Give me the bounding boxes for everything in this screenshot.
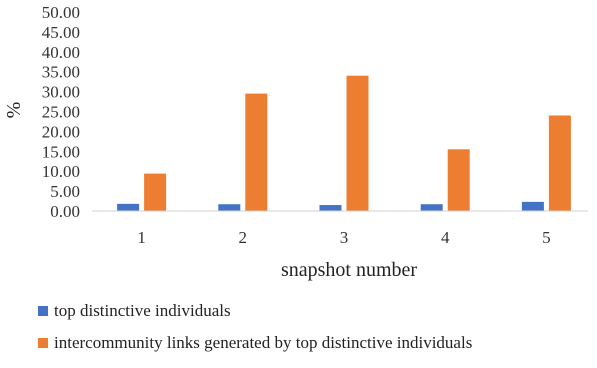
- legend-label: top distinctive individuals: [54, 301, 231, 320]
- y-tick-label: 40.00: [42, 43, 80, 62]
- bar-series-2-cat-4: [447, 149, 470, 211]
- legend-item-top-distinctive: top distinctive individuals: [38, 300, 472, 322]
- legend-label: intercommunity links generated by top di…: [54, 333, 473, 352]
- bar-series-2-cat-5: [548, 115, 571, 211]
- legend-swatch-blue: [38, 306, 48, 316]
- x-tick-label: 3: [340, 228, 349, 247]
- bar-series-1-cat-3: [319, 205, 342, 211]
- x-tick-label: 4: [441, 228, 450, 247]
- y-tick-label: 30.00: [42, 83, 80, 102]
- y-tick-label: 35.00: [42, 63, 80, 82]
- bar-series-1-cat-2: [218, 204, 241, 211]
- bar-series-1-cat-1: [117, 203, 140, 211]
- y-tick-label: 10.00: [42, 162, 80, 181]
- y-tick-label: 50.00: [42, 3, 80, 22]
- y-axis-ticks: 0.005.0010.0015.0020.0025.0030.0035.0040…: [42, 3, 80, 221]
- y-tick-label: 0.00: [50, 202, 80, 221]
- y-tick-label: 45.00: [42, 23, 80, 42]
- x-tick-label: 2: [239, 228, 248, 247]
- y-tick-label: 25.00: [42, 103, 80, 122]
- y-tick-label: 5.00: [50, 182, 80, 201]
- bar-series-2-cat-2: [245, 93, 268, 211]
- x-axis-title: snapshot number: [281, 259, 417, 281]
- bar-series-1-cat-4: [420, 204, 443, 211]
- legend-swatch-orange: [38, 338, 48, 348]
- x-axis-ticks: 1 2 3 4 5: [137, 228, 550, 247]
- y-axis-title: %: [3, 102, 25, 119]
- bar-series-2-cat-1: [144, 173, 167, 211]
- legend: top distinctive individuals intercommuni…: [38, 300, 472, 364]
- bars: [117, 75, 571, 212]
- legend-item-intercommunity-links: intercommunity links generated by top di…: [38, 332, 472, 354]
- y-tick-label: 15.00: [42, 142, 80, 161]
- x-tick-label: 1: [137, 228, 146, 247]
- bar-series-1-cat-5: [521, 201, 544, 211]
- y-tick-label: 20.00: [42, 122, 80, 141]
- x-tick-label: 5: [542, 228, 551, 247]
- bar-series-2-cat-3: [346, 75, 369, 212]
